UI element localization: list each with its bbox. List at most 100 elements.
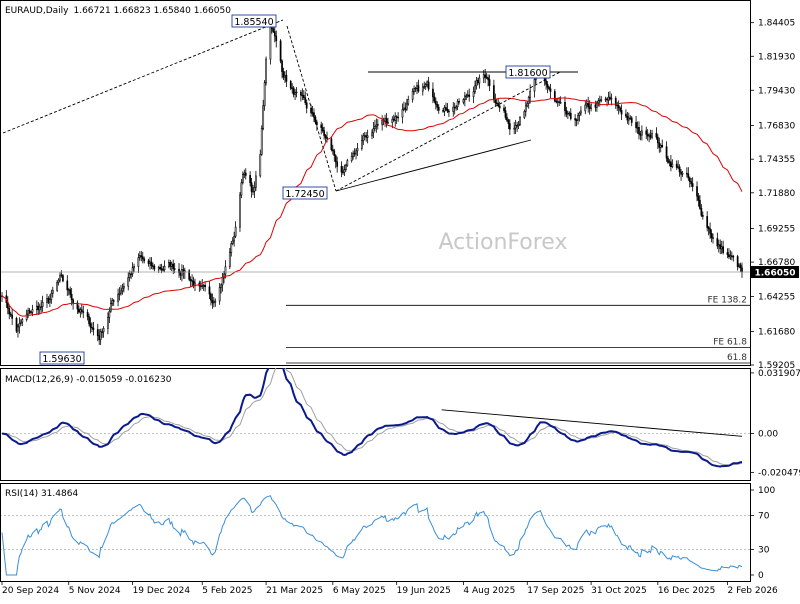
x-tick-label: 19 Dec 2024 <box>133 586 191 596</box>
candle-body <box>392 118 395 121</box>
candle-body <box>172 263 175 269</box>
candle-body <box>594 104 597 108</box>
candle-body <box>301 94 304 97</box>
candle-body <box>212 301 215 304</box>
support-trend-line <box>335 139 532 192</box>
candle-body <box>482 74 485 79</box>
candle-body <box>568 112 571 115</box>
candle-body <box>275 35 278 42</box>
candle-body <box>128 273 131 278</box>
candle-body <box>300 91 302 96</box>
candle-body <box>376 124 379 126</box>
candle-body <box>432 88 434 98</box>
candle-body <box>648 134 650 137</box>
price-tick-label: 1.79430 <box>758 86 795 96</box>
candle-body <box>211 299 214 304</box>
candle-body <box>218 287 221 302</box>
candle-body <box>363 135 366 137</box>
candle-body <box>719 244 722 250</box>
candle-body <box>340 166 343 173</box>
candle-body <box>240 182 243 196</box>
candle-body <box>255 175 257 188</box>
candle-body <box>242 174 244 183</box>
candle-body <box>120 290 122 294</box>
candle-body <box>448 110 450 113</box>
candle-body <box>89 323 92 328</box>
candle-body <box>294 92 296 95</box>
candle-body <box>397 116 399 119</box>
candle-body <box>160 268 163 270</box>
candle-body <box>580 110 582 114</box>
candle-body <box>231 240 234 244</box>
candle-body <box>529 90 532 98</box>
candle-body <box>70 294 73 300</box>
candle-body <box>477 80 479 84</box>
candle-body <box>107 317 109 329</box>
candle-body <box>478 77 481 84</box>
candle-body <box>289 81 292 89</box>
annotation-label: 1.85540 <box>234 17 273 28</box>
candle-body <box>47 298 50 303</box>
price-panel-frame <box>0 0 751 366</box>
candle-body <box>651 132 653 138</box>
price-tick-label: 1.61680 <box>758 327 795 337</box>
candle-body <box>635 122 637 128</box>
candle-body <box>11 314 14 319</box>
candle-body <box>656 136 659 144</box>
candle-body <box>221 277 224 286</box>
candle-body <box>710 233 713 239</box>
candle-body <box>688 177 691 182</box>
candle-body <box>80 309 83 312</box>
rsi-line <box>1 495 743 576</box>
candle-body <box>243 172 246 175</box>
candle-body <box>437 106 440 111</box>
candle-body <box>426 81 428 86</box>
candle-body <box>720 246 723 250</box>
candle-body <box>37 305 40 311</box>
candle-body <box>442 110 444 112</box>
price-tick-label: 1.74355 <box>758 155 795 165</box>
price-tick-label: 1.84405 <box>758 19 795 29</box>
candle-body <box>681 172 684 175</box>
candle-body <box>38 306 41 311</box>
candle-body <box>638 127 640 135</box>
candle-body <box>214 300 217 303</box>
candle-body <box>524 105 527 112</box>
candle-body <box>137 257 140 267</box>
candle-body <box>619 107 621 111</box>
candle-body <box>597 100 600 104</box>
price-tick-label: 1.76830 <box>758 122 795 132</box>
candle-body <box>17 326 19 332</box>
candle-body <box>169 262 172 267</box>
candle-body <box>403 107 405 110</box>
candle-body <box>131 267 134 275</box>
candle-body <box>614 97 617 106</box>
price-tick-label: 1.69255 <box>758 224 795 234</box>
candle-body <box>600 99 603 101</box>
symbol-label: EURAUD,Daily <box>5 6 69 16</box>
last-price-box <box>751 266 799 279</box>
candle-body <box>414 88 417 90</box>
candle-body <box>384 118 386 122</box>
candle-body <box>691 183 694 187</box>
candle-body <box>625 113 627 117</box>
candle-body <box>79 309 82 313</box>
candle-body <box>127 277 130 287</box>
candle-body <box>96 329 99 336</box>
candle-body <box>150 261 153 267</box>
candle-body <box>88 316 90 324</box>
candle-body <box>513 127 516 130</box>
candle-body <box>66 280 69 291</box>
candle-body <box>220 284 222 288</box>
price-annotations: FE 138.2 FE 61.8 61.8 1.85540 1.81600 1.72450… <box>39 14 747 365</box>
candle-body <box>606 98 608 101</box>
candle-body <box>72 299 74 304</box>
candle-body <box>178 268 180 273</box>
candle-body <box>371 132 373 137</box>
candle-body <box>133 266 135 269</box>
candle-body <box>565 110 568 115</box>
dotted-channel-line <box>335 71 561 192</box>
candle-body <box>514 125 517 129</box>
candle-body <box>458 101 460 103</box>
candle-body <box>244 172 247 176</box>
